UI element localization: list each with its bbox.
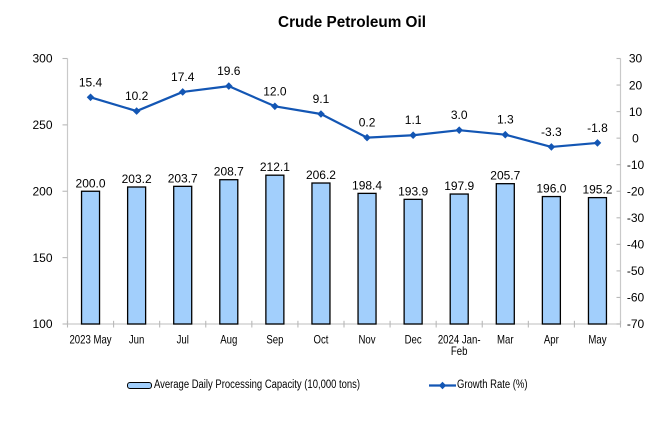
line-marker — [547, 143, 556, 151]
line-marker — [363, 133, 371, 142]
right-axis-label: 0 — [632, 131, 639, 145]
growth-rate-line — [89, 85, 599, 149]
left-axis-label: 150 — [32, 251, 52, 265]
category-label: Nov — [359, 333, 376, 347]
category-label: Oct — [313, 333, 328, 347]
right-axis-label: -60 — [627, 291, 645, 305]
bar — [587, 196, 608, 325]
left-axis-label: 250 — [32, 118, 52, 132]
left-axis-label: 200 — [32, 184, 52, 198]
legend-item-bars: Average Daily Processing Capacity (10,00… — [127, 379, 404, 392]
line-marker — [178, 88, 187, 96]
line-value-label: 17.4 — [171, 70, 195, 84]
line-value-label: 1.3 — [497, 113, 514, 127]
bar-value-label: 197.9 — [444, 179, 474, 193]
bar-value-label: 198.4 — [352, 178, 382, 192]
legend-bar-label: Average Daily Processing Capacity (10,00… — [154, 379, 361, 391]
bar — [357, 192, 377, 325]
right-axis-label: 20 — [629, 78, 643, 92]
line-value-label: -3.3 — [541, 125, 562, 139]
bar — [311, 182, 331, 325]
line-value-label: 9.1 — [313, 92, 330, 106]
line-marker — [132, 107, 141, 115]
bar-value-label: 195.2 — [582, 183, 612, 197]
line-marker — [271, 102, 279, 111]
bar — [403, 198, 423, 325]
line-marker — [317, 110, 325, 118]
category-label: Jun — [129, 333, 144, 347]
bar-value-label: 205.7 — [490, 169, 520, 183]
bar-value-label: 203.7 — [168, 171, 198, 185]
bar — [495, 183, 515, 325]
line-value-label: 0.2 — [359, 116, 376, 130]
line-marker — [224, 82, 233, 90]
line-marker — [455, 126, 464, 134]
right-axis-label: 10 — [629, 105, 643, 119]
line-value-label: 19.6 — [217, 64, 241, 78]
bar — [265, 174, 285, 325]
left-axis-label: 100 — [32, 317, 52, 331]
category-label: Jul — [177, 333, 189, 347]
category-label: 2024 Jan- — [438, 333, 481, 347]
line-value-label: 3.0 — [451, 108, 468, 122]
line-marker — [86, 93, 95, 102]
legend-item-line: Growth Rate (%) — [429, 379, 543, 392]
category-label: Sep — [266, 333, 283, 347]
bar-value-label: 206.2 — [306, 168, 336, 182]
left-axis-label: 300 — [32, 52, 52, 66]
category-label: Feb — [451, 344, 468, 358]
bar — [219, 179, 239, 325]
bar-value-label: 212.1 — [260, 160, 290, 174]
right-axis-label: -20 — [627, 184, 645, 198]
bar-value-label: 203.2 — [122, 172, 152, 186]
bar — [126, 186, 147, 325]
bar-value-label: 196.0 — [536, 182, 566, 196]
right-axis-label: -50 — [627, 264, 645, 278]
bar — [449, 193, 469, 325]
bar — [173, 185, 193, 325]
line-value-label: -1.8 — [587, 121, 608, 135]
line-marker — [409, 131, 417, 140]
category-label: 2023 May — [69, 333, 111, 347]
right-axis-label: 30 — [629, 52, 643, 66]
line-series-swatch — [429, 381, 456, 390]
line-value-label: 1.1 — [405, 113, 422, 127]
bar — [80, 190, 101, 325]
line-value-label: 15.4 — [79, 75, 103, 89]
category-label: Aug — [220, 333, 237, 347]
right-axis-label: -10 — [627, 158, 645, 172]
bar-series-swatch — [127, 381, 152, 390]
bar — [541, 195, 562, 325]
bar-value-label: 200.0 — [76, 176, 106, 190]
category-label: May — [588, 333, 606, 347]
line-marker — [501, 130, 510, 139]
legend-line-label: Growth Rate (%) — [457, 379, 528, 391]
right-axis-label: -70 — [627, 317, 645, 331]
right-axis-label: -30 — [627, 211, 645, 225]
line-marker — [593, 139, 602, 147]
chart-title: Crude Petroleum Oil — [278, 14, 426, 31]
bar-value-label: 193.9 — [398, 184, 428, 198]
line-value-label: 10.2 — [125, 89, 149, 103]
right-axis-label: -40 — [627, 238, 645, 252]
category-label: Apr — [544, 333, 559, 347]
category-label: Dec — [405, 333, 422, 347]
category-label: Mar — [497, 333, 514, 347]
line-value-label: 12.0 — [263, 84, 287, 98]
bar-value-label: 208.7 — [214, 165, 244, 179]
